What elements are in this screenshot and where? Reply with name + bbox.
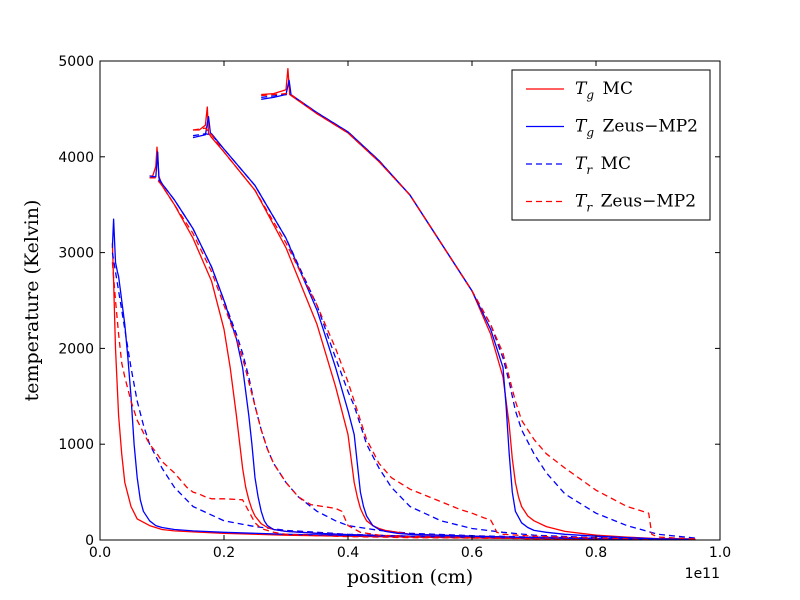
- series-line-11: [192, 133, 696, 540]
- y-tick-label: 3000: [58, 246, 94, 262]
- x-scale-label: 1e11: [685, 566, 720, 582]
- series-line-8: [149, 177, 696, 540]
- plot-frame: [99, 60, 721, 541]
- legend-label: Tg MC: [575, 79, 633, 102]
- x-tick-label: 0.4: [337, 545, 359, 561]
- legend-label: Tr MC: [575, 154, 631, 177]
- x-tick-label: 0.2: [213, 545, 235, 561]
- legend-label: Tg Zeus−MP2: [575, 117, 698, 140]
- ticks-layer: 0.0 0.2 0.4 0.6 0.8 1.0 0 1000 2000 3000 4000 5000: [58, 54, 731, 561]
- y-tick-label: 2000: [58, 341, 94, 357]
- y-tick-label: 0: [85, 533, 94, 549]
- legend: Tg MC Tg Zeus−MP2 Tr MC Tr Zeus−MP2: [511, 69, 711, 221]
- x-tick-label: 0.0: [89, 545, 111, 561]
- x-axis-label: position (cm): [347, 566, 473, 588]
- y-tick-label: 1000: [58, 437, 94, 453]
- y-axis-label: temperature (Kelvin): [21, 200, 43, 402]
- legend-box: [511, 69, 711, 221]
- series-line-15: [261, 93, 696, 539]
- series-line-16: [261, 92, 696, 540]
- y-tick-label: 5000: [58, 54, 94, 70]
- x-tick-label: 1.0: [709, 545, 731, 561]
- legend-label: Tr Zeus−MP2: [575, 192, 696, 215]
- x-tick-label: 0.8: [585, 545, 607, 561]
- series-layer: [111, 68, 696, 540]
- x-tick-label: 0.6: [461, 545, 483, 561]
- y-tick-label: 4000: [58, 150, 94, 166]
- series-line-13: [261, 68, 696, 540]
- series-line-4: [111, 262, 696, 540]
- series-line-12: [192, 127, 696, 540]
